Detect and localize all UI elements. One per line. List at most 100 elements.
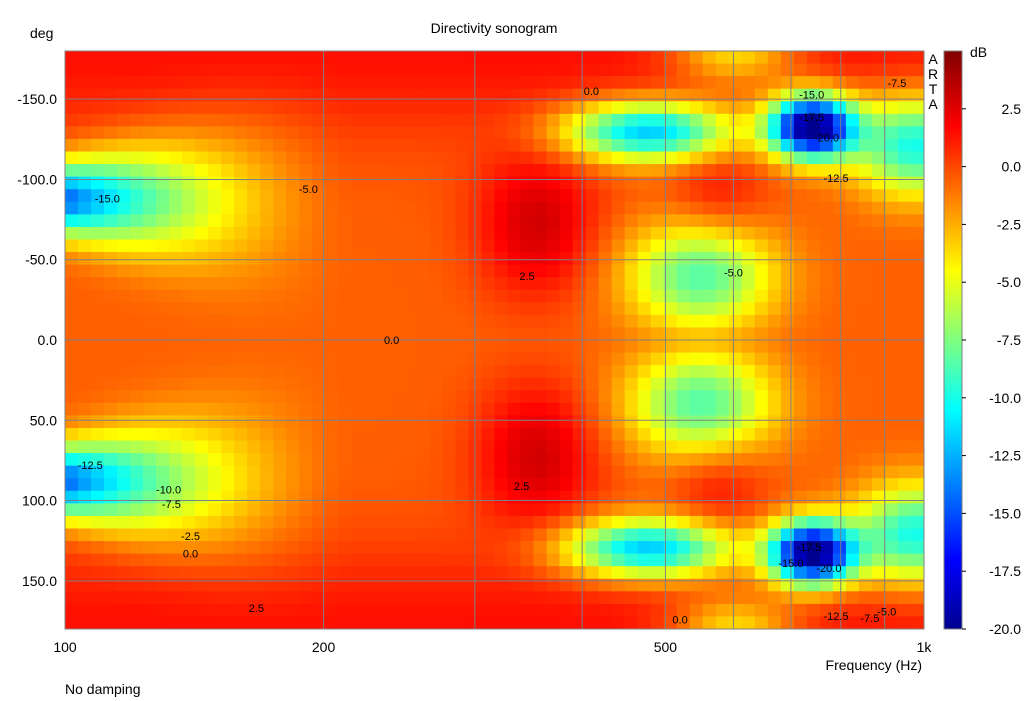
heatmap-cell [611,377,626,391]
heatmap-cell [819,151,834,165]
heatmap-cell [637,541,652,555]
heatmap-cell [312,252,326,266]
heatmap-cell [624,201,639,215]
heatmap-cell [572,415,587,429]
heatmap-cell [104,553,118,567]
heatmap-cell [806,453,821,467]
heatmap-cell [494,302,509,316]
heatmap-cell [624,453,639,467]
heatmap-cell [78,164,92,178]
heatmap-cell [494,365,509,379]
heatmap-cell [91,126,105,140]
heatmap-cell [221,427,235,442]
heatmap-cell [533,553,548,567]
heatmap-cell [845,164,860,178]
heatmap-cell [442,390,457,404]
heatmap-cell [676,591,691,605]
heatmap-cell [689,453,704,467]
heatmap-cell [806,402,821,416]
heatmap-cell [572,289,587,303]
heatmap-cell [871,126,886,140]
heatmap-cell [806,277,821,291]
heatmap-cell [65,164,79,178]
heatmap-cell [377,302,391,316]
heatmap-cell [819,591,834,605]
heatmap-cell [442,490,457,504]
heatmap-cell [182,189,196,203]
heatmap-cell [611,252,626,266]
heatmap-cell [169,541,183,555]
heatmap-cell [247,440,261,454]
heatmap-cell [767,327,782,341]
heatmap-cell [832,427,847,442]
heatmap-cell [819,302,834,316]
heatmap-cell [598,340,613,354]
heatmap-cell [871,314,886,329]
heatmap-cell [650,541,665,555]
heatmap-cell [429,277,444,291]
heatmap-cell [533,264,548,278]
heatmap-cell [507,591,522,605]
heatmap-cell [858,327,873,341]
heatmap-cell [273,541,287,555]
heatmap-cell [351,189,365,203]
heatmap-cell [598,427,613,442]
heatmap-cell [858,63,873,77]
heatmap-cell [754,616,769,629]
heatmap-cell [546,252,561,266]
heatmap-cell [481,478,496,492]
heatmap-cell [208,591,222,605]
heatmap-cell [546,377,561,391]
heatmap-cell [143,151,157,165]
heatmap-cell [741,302,756,316]
heatmap-cell [676,427,691,442]
heatmap-cell [897,113,912,127]
heatmap-cell [416,390,431,404]
heatmap-cell [143,113,157,127]
heatmap-cell [871,189,886,203]
heatmap-cell [520,277,535,291]
heatmap-cell [871,541,886,555]
heatmap-cell [910,126,924,140]
heatmap-cell [78,151,92,165]
heatmap-cell [572,490,587,504]
heatmap-cell [247,490,261,504]
heatmap-cell [546,515,561,530]
heatmap-cell [169,365,183,379]
heatmap-cell [299,101,313,115]
heatmap-cell [117,226,131,241]
heatmap-cell [312,302,326,316]
heatmap-cell [897,390,912,404]
heatmap-cell [598,478,613,492]
heatmap-cell [208,377,222,391]
heatmap-cell [312,164,326,178]
heatmap-cell [429,503,444,517]
heatmap-cell [156,201,170,215]
heatmap-cell [702,214,717,228]
heatmap-cell [182,101,196,115]
heatmap-cell [455,440,470,454]
heatmap-cell [624,138,639,153]
heatmap-cell [65,427,79,442]
heatmap-cell [104,503,118,517]
heatmap-cell [663,289,678,303]
heatmap-cell [858,151,873,165]
heatmap-cell [741,289,756,303]
heatmap-cell [715,214,730,228]
heatmap-cell [585,402,600,416]
heatmap-cell [221,314,235,329]
heatmap-cell [208,390,222,404]
heatmap-cell [507,390,522,404]
heatmap-cell [247,603,261,618]
heatmap-cell [481,591,496,605]
heatmap-cell [221,164,235,178]
heatmap-cell [637,176,652,190]
heatmap-cell [91,528,105,542]
heatmap-cell [455,252,470,266]
heatmap-cell [182,289,196,303]
heatmap-cell [585,490,600,504]
heatmap-cell [637,402,652,416]
heatmap-cell [689,515,704,530]
heatmap-cell [143,239,157,253]
heatmap-cell [390,616,404,629]
